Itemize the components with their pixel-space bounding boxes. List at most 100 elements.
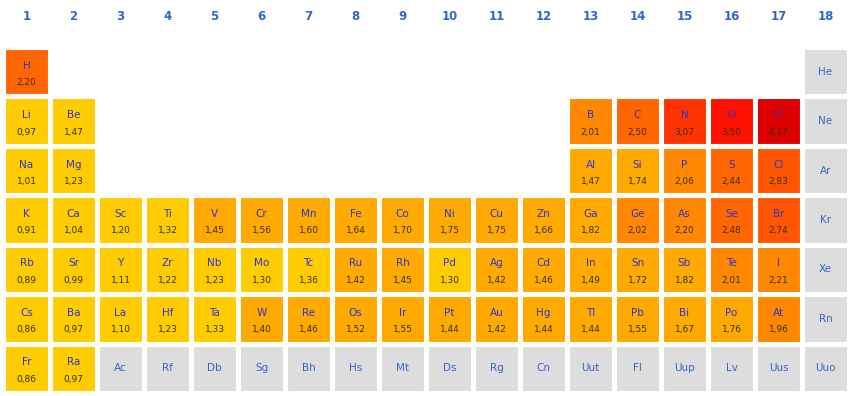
FancyBboxPatch shape: [475, 197, 518, 243]
Text: Zn: Zn: [537, 209, 550, 219]
Text: 1,36: 1,36: [298, 276, 319, 285]
FancyBboxPatch shape: [569, 247, 612, 292]
Text: 2,20: 2,20: [17, 78, 37, 87]
Text: Ru: Ru: [348, 259, 362, 268]
Text: 0,86: 0,86: [16, 325, 37, 334]
Text: Co: Co: [395, 209, 409, 219]
FancyBboxPatch shape: [5, 247, 48, 292]
Text: Pb: Pb: [631, 308, 644, 318]
Text: Ir: Ir: [399, 308, 406, 318]
FancyBboxPatch shape: [569, 346, 612, 391]
FancyBboxPatch shape: [569, 296, 612, 342]
Text: Db: Db: [207, 363, 222, 373]
Text: Mo: Mo: [254, 259, 269, 268]
Text: 1,11: 1,11: [111, 276, 130, 285]
Text: 1,67: 1,67: [675, 325, 694, 334]
FancyBboxPatch shape: [428, 197, 471, 243]
Text: 0,86: 0,86: [16, 375, 37, 384]
Text: Uup: Uup: [674, 363, 695, 373]
FancyBboxPatch shape: [804, 148, 847, 193]
Text: Re: Re: [302, 308, 315, 318]
FancyBboxPatch shape: [428, 247, 471, 292]
FancyBboxPatch shape: [381, 247, 424, 292]
FancyBboxPatch shape: [569, 148, 612, 193]
Text: 0,99: 0,99: [64, 276, 83, 285]
Text: Fe: Fe: [349, 209, 361, 219]
Text: Ra: Ra: [66, 357, 80, 367]
FancyBboxPatch shape: [522, 346, 565, 391]
Text: O: O: [728, 110, 735, 120]
Text: Mg: Mg: [66, 160, 81, 169]
FancyBboxPatch shape: [240, 346, 283, 391]
Text: 0,91: 0,91: [16, 227, 37, 235]
FancyBboxPatch shape: [193, 247, 236, 292]
FancyBboxPatch shape: [240, 296, 283, 342]
Text: 1,76: 1,76: [722, 325, 741, 334]
FancyBboxPatch shape: [616, 247, 659, 292]
Text: 2,50: 2,50: [628, 128, 648, 137]
Text: 1,04: 1,04: [64, 227, 83, 235]
Text: Ar: Ar: [820, 166, 832, 175]
Text: 1,44: 1,44: [533, 325, 554, 334]
Text: 1,44: 1,44: [440, 325, 459, 334]
FancyBboxPatch shape: [616, 148, 659, 193]
FancyBboxPatch shape: [616, 346, 659, 391]
Text: 0,97: 0,97: [64, 375, 83, 384]
Text: 1,47: 1,47: [64, 128, 83, 137]
Text: 1,01: 1,01: [16, 177, 37, 186]
FancyBboxPatch shape: [569, 197, 612, 243]
Text: In: In: [585, 259, 596, 268]
FancyBboxPatch shape: [804, 296, 847, 342]
Text: Mn: Mn: [301, 209, 316, 219]
Text: Sn: Sn: [630, 259, 644, 268]
FancyBboxPatch shape: [287, 197, 330, 243]
FancyBboxPatch shape: [710, 99, 753, 144]
Text: 1,47: 1,47: [580, 177, 601, 186]
Text: Po: Po: [725, 308, 738, 318]
Text: 9: 9: [399, 11, 406, 23]
Text: 14: 14: [630, 11, 646, 23]
Text: 1,46: 1,46: [298, 325, 319, 334]
Text: 1,96: 1,96: [769, 325, 788, 334]
Text: 1,52: 1,52: [346, 325, 366, 334]
Text: As: As: [678, 209, 691, 219]
FancyBboxPatch shape: [616, 99, 659, 144]
Text: 2,44: 2,44: [722, 177, 741, 186]
Text: 1,49: 1,49: [580, 276, 601, 285]
FancyBboxPatch shape: [757, 247, 800, 292]
FancyBboxPatch shape: [99, 247, 142, 292]
FancyBboxPatch shape: [193, 296, 236, 342]
Text: Be: Be: [66, 110, 80, 120]
FancyBboxPatch shape: [99, 197, 142, 243]
FancyBboxPatch shape: [334, 296, 377, 342]
FancyBboxPatch shape: [804, 247, 847, 292]
Text: 2,06: 2,06: [675, 177, 694, 186]
Text: Uut: Uut: [581, 363, 600, 373]
Text: 2,74: 2,74: [769, 227, 788, 235]
Text: Uus: Uus: [769, 363, 788, 373]
Text: Te: Te: [726, 259, 737, 268]
Text: Xe: Xe: [819, 265, 832, 274]
Text: 2,48: 2,48: [722, 227, 741, 235]
FancyBboxPatch shape: [240, 197, 283, 243]
FancyBboxPatch shape: [804, 346, 847, 391]
FancyBboxPatch shape: [99, 296, 142, 342]
Text: 4,17: 4,17: [769, 128, 788, 137]
Text: 1,55: 1,55: [393, 325, 412, 334]
Text: La: La: [114, 308, 127, 318]
Text: Ca: Ca: [66, 209, 80, 219]
Text: 1: 1: [22, 11, 31, 23]
FancyBboxPatch shape: [475, 247, 518, 292]
Text: Sb: Sb: [678, 259, 691, 268]
Text: Cd: Cd: [537, 259, 550, 268]
Text: 3: 3: [117, 11, 124, 23]
Text: Cs: Cs: [20, 308, 33, 318]
FancyBboxPatch shape: [804, 99, 847, 144]
Text: 18: 18: [817, 11, 834, 23]
Text: 1,23: 1,23: [64, 177, 83, 186]
Text: W: W: [256, 308, 267, 318]
Text: 6: 6: [257, 11, 266, 23]
FancyBboxPatch shape: [5, 296, 48, 342]
FancyBboxPatch shape: [146, 296, 189, 342]
Text: Fl: Fl: [633, 363, 642, 373]
